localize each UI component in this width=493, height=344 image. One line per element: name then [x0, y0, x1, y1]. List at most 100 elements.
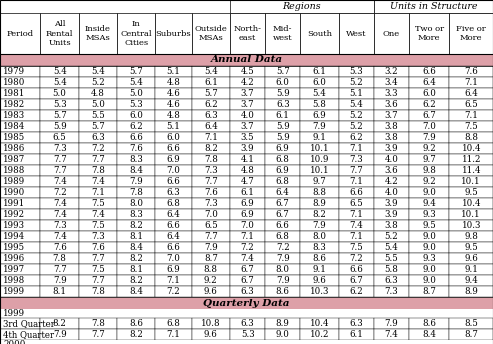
- Bar: [449, 13, 493, 54]
- Text: 7.1: 7.1: [349, 232, 363, 241]
- Text: 6.0: 6.0: [276, 78, 290, 87]
- Bar: [0, 165, 40, 176]
- Bar: [155, 275, 192, 286]
- Bar: [339, 286, 374, 297]
- Text: 7.2: 7.2: [53, 188, 67, 197]
- Bar: [265, 99, 300, 110]
- Text: 7.4: 7.4: [241, 254, 254, 263]
- Bar: [374, 253, 409, 264]
- Bar: [339, 253, 374, 264]
- Bar: [155, 198, 192, 209]
- Bar: [230, 329, 265, 340]
- Bar: [374, 264, 409, 275]
- Text: 5.9: 5.9: [276, 122, 289, 131]
- Bar: [192, 209, 230, 220]
- Text: 10.1: 10.1: [310, 144, 329, 153]
- Bar: [449, 209, 493, 220]
- Text: 8.2: 8.2: [313, 210, 326, 219]
- Text: 9.2: 9.2: [422, 177, 436, 186]
- Bar: [117, 176, 155, 187]
- Bar: [230, 264, 265, 275]
- Bar: [449, 121, 493, 132]
- Text: 3.7: 3.7: [385, 111, 398, 120]
- Bar: [230, 176, 265, 187]
- Text: 7.4: 7.4: [385, 330, 398, 339]
- Text: 7.5: 7.5: [91, 199, 105, 208]
- Text: Outside
MSAs: Outside MSAs: [194, 25, 227, 42]
- Bar: [155, 318, 192, 329]
- Text: 6.7: 6.7: [241, 265, 254, 274]
- Bar: [409, 143, 449, 154]
- Text: 6.6: 6.6: [422, 67, 436, 76]
- Bar: [230, 242, 265, 253]
- Text: 8.6: 8.6: [129, 319, 143, 328]
- Text: 1999: 1999: [3, 287, 25, 296]
- Text: 7.1: 7.1: [167, 276, 180, 285]
- Bar: [117, 154, 155, 165]
- Bar: [117, 275, 155, 286]
- Bar: [230, 231, 265, 242]
- Text: 8.6: 8.6: [422, 319, 436, 328]
- Bar: [117, 99, 155, 110]
- Text: 8.2: 8.2: [129, 276, 143, 285]
- Text: 3.4: 3.4: [385, 78, 398, 87]
- Text: 5.4: 5.4: [91, 67, 105, 76]
- Bar: [449, 231, 493, 242]
- Bar: [230, 88, 265, 99]
- Text: 7.3: 7.3: [91, 232, 105, 241]
- Bar: [409, 209, 449, 220]
- Text: 5.4: 5.4: [313, 89, 326, 98]
- Text: 7.7: 7.7: [91, 254, 105, 263]
- Text: 4.6: 4.6: [167, 100, 180, 109]
- Bar: [40, 176, 79, 187]
- Text: 7.8: 7.8: [204, 155, 218, 164]
- Bar: [300, 132, 339, 143]
- Text: 7.1: 7.1: [91, 188, 105, 197]
- Bar: [230, 253, 265, 264]
- Bar: [374, 66, 409, 77]
- Bar: [0, 187, 40, 198]
- Text: 6.6: 6.6: [350, 188, 363, 197]
- Bar: [0, 77, 40, 88]
- Bar: [374, 329, 409, 340]
- Bar: [79, 165, 117, 176]
- Bar: [265, 121, 300, 132]
- Bar: [449, 77, 493, 88]
- Bar: [40, 77, 79, 88]
- Text: 9.4: 9.4: [422, 199, 436, 208]
- Text: 5.0: 5.0: [91, 100, 105, 109]
- Bar: [40, 286, 79, 297]
- Text: 8.6: 8.6: [276, 287, 290, 296]
- Text: 8.8: 8.8: [313, 188, 326, 197]
- Text: 9.6: 9.6: [464, 254, 478, 263]
- Bar: [409, 121, 449, 132]
- Bar: [155, 154, 192, 165]
- Text: 4.1: 4.1: [241, 155, 254, 164]
- Bar: [339, 187, 374, 198]
- Bar: [155, 286, 192, 297]
- Text: 8.7: 8.7: [422, 287, 436, 296]
- Bar: [79, 121, 117, 132]
- Text: 5.4: 5.4: [130, 78, 143, 87]
- Text: 10.3: 10.3: [461, 221, 481, 230]
- Text: 8.5: 8.5: [464, 319, 478, 328]
- Text: 7.3: 7.3: [53, 221, 67, 230]
- Bar: [339, 275, 374, 286]
- Bar: [0, 309, 493, 318]
- Bar: [230, 318, 265, 329]
- Bar: [265, 220, 300, 231]
- Bar: [0, 121, 40, 132]
- Text: 6.6: 6.6: [350, 265, 363, 274]
- Text: 6.3: 6.3: [241, 319, 254, 328]
- Bar: [374, 132, 409, 143]
- Text: 3.9: 3.9: [385, 210, 398, 219]
- Bar: [40, 242, 79, 253]
- Bar: [117, 143, 155, 154]
- Bar: [300, 13, 339, 54]
- Bar: [117, 253, 155, 264]
- Bar: [230, 220, 265, 231]
- Text: 5.4: 5.4: [350, 100, 363, 109]
- Text: 8.9: 8.9: [276, 319, 290, 328]
- Text: 6.9: 6.9: [276, 144, 289, 153]
- Text: 7.2: 7.2: [276, 243, 289, 252]
